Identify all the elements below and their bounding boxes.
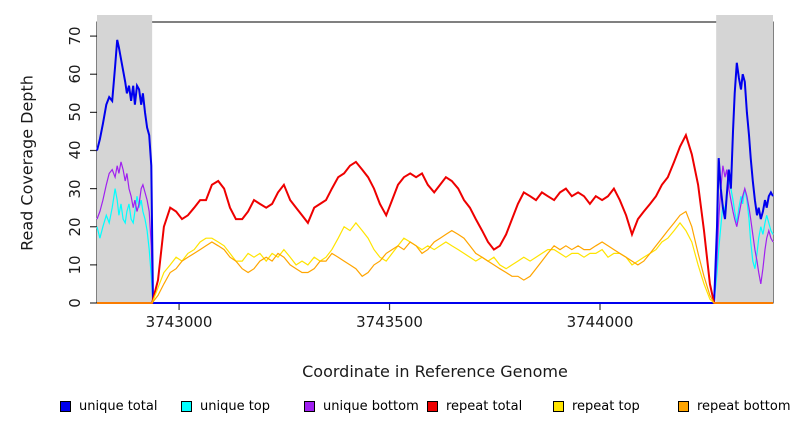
y-tick-label: 50	[66, 102, 84, 122]
plot-box	[96, 21, 774, 304]
y-tick-label: 60	[66, 64, 84, 84]
x-axis-title: Coordinate in Reference Genome	[302, 362, 568, 381]
series-line-unique-top	[96, 180, 774, 304]
series-line-repeat-total	[97, 132, 773, 304]
y-axis-title: Read Coverage Depth	[17, 75, 37, 251]
series-line-repeat-top	[97, 221, 773, 304]
series-line-unique-bottom	[96, 161, 774, 304]
series-line-unique-total	[96, 39, 774, 304]
x-tick-label: 3744000	[566, 313, 634, 331]
y-tick-label: 30	[66, 179, 84, 199]
y-tick-label: 20	[66, 217, 84, 237]
y-tick-label: 70	[66, 26, 84, 46]
y-tick-label: 10	[66, 255, 84, 275]
masked-region-shade	[97, 15, 153, 304]
y-tick-label: 0	[66, 298, 84, 308]
x-tick-label: 3743500	[356, 313, 423, 331]
y-tick-label: 40	[66, 140, 84, 161]
x-tick-label: 3743000	[145, 313, 213, 331]
series-line-repeat-bottom	[97, 210, 773, 304]
masked-region-shade	[716, 15, 773, 304]
